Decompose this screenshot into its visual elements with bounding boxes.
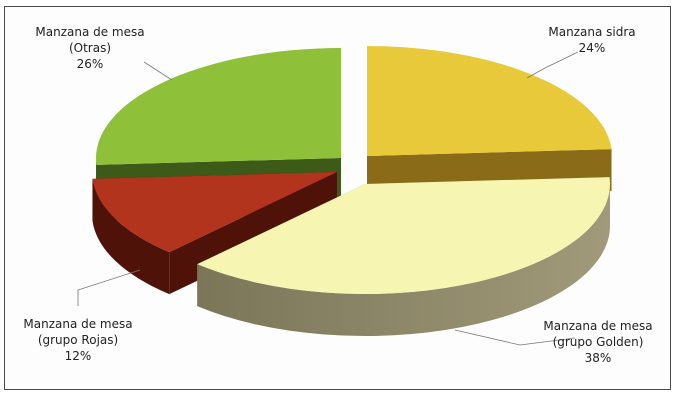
slice-label-line: Manzana de mesa: [23, 317, 132, 331]
label-leader-line: [77, 269, 141, 306]
label-leader-line: [143, 61, 173, 81]
slice-label-line: Manzana de mesa: [543, 319, 652, 333]
pie-slice-top: [92, 172, 337, 253]
pie-slice-2: [197, 177, 611, 336]
slice-label-line: Manzana de mesa: [35, 25, 144, 39]
slice-label: Manzana de mesa (grupo Rojas) 12%: [23, 317, 132, 363]
slice-label: Manzana sidra 24%: [548, 25, 635, 55]
slice-label-line: 26%: [77, 57, 104, 71]
slice-label-line: 24%: [579, 41, 606, 55]
slice-label-line: (grupo Rojas): [38, 333, 118, 347]
pie-slice-top: [197, 177, 610, 295]
label-leader-line: [454, 329, 576, 346]
label-leader-line: [526, 51, 579, 79]
slice-label-line: (grupo Golden): [553, 335, 644, 349]
pie-slice-top: [367, 46, 612, 156]
pie-slice-rim: [92, 178, 170, 295]
slice-label: Manzana de mesa (grupo Golden) 38%: [543, 319, 652, 365]
slice-label-line: 12%: [65, 349, 92, 363]
slice-label: Manzana de mesa (Otras) 26%: [35, 25, 144, 71]
pie-slice-1: [367, 46, 612, 198]
pie-slice-rim: [197, 184, 611, 336]
slice-label-line: (Otras): [69, 41, 111, 55]
slice-label-line: Manzana sidra: [548, 25, 635, 39]
pie-slice-top: [95, 48, 341, 165]
slice-label-line: 38%: [585, 351, 612, 365]
